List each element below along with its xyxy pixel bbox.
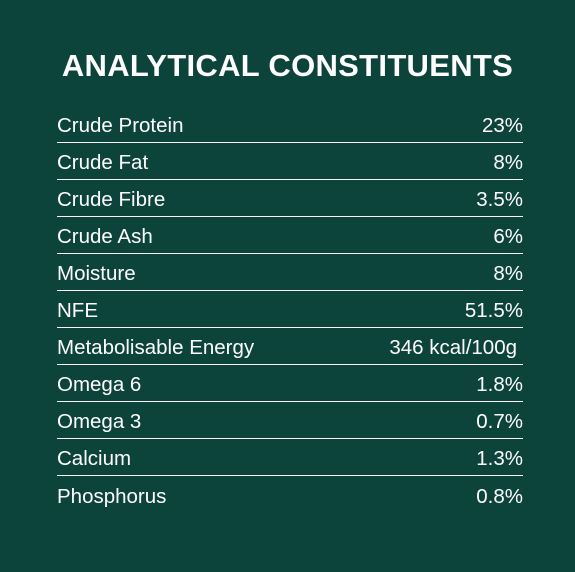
table-row: Crude Fat 8%	[57, 143, 523, 180]
row-label: Omega 6	[57, 373, 142, 396]
row-label: Phosphorus	[57, 485, 167, 508]
row-value: 51.5%	[464, 299, 523, 322]
row-value: 346 kcal/100g	[389, 336, 517, 359]
row-label: Calcium	[57, 447, 132, 470]
row-label: Crude Fibre	[57, 188, 166, 211]
table-row: Omega 3 0.7%	[57, 402, 523, 439]
row-label: Moisture	[57, 262, 136, 285]
table-row: Metabolisable Energy 346 kcal/100g	[57, 328, 523, 365]
table-row: Phosphorus 0.8%	[57, 476, 523, 513]
table-row: Crude Protein 23%	[57, 106, 523, 143]
row-value: 8%	[493, 262, 523, 285]
panel-title: ANALYTICAL CONSTITUENTS	[61, 48, 514, 83]
table-row: Calcium 1.3%	[57, 439, 523, 476]
table-row: Crude Ash 6%	[57, 217, 523, 254]
table-row: Crude Fibre 3.5%	[57, 180, 523, 217]
table-row: Omega 6 1.8%	[57, 365, 523, 402]
row-value: 8%	[493, 151, 523, 174]
constituents-table: Crude Protein 23% Crude Fat 8% Crude Fib…	[57, 106, 523, 513]
row-value: 0.8%	[476, 485, 523, 508]
row-label: Crude Fat	[57, 151, 149, 174]
row-label: Metabolisable Energy	[57, 336, 255, 359]
row-label: Omega 3	[57, 410, 142, 433]
row-value: 1.3%	[476, 447, 523, 470]
row-label: Crude Ash	[57, 225, 153, 248]
row-value: 0.7%	[476, 410, 523, 433]
row-label: Crude Protein	[57, 114, 184, 137]
table-row: Moisture 8%	[57, 254, 523, 291]
row-value: 23%	[481, 114, 523, 137]
row-value: 3.5%	[476, 188, 523, 211]
row-value: 1.8%	[476, 373, 523, 396]
row-label: NFE	[57, 299, 98, 322]
table-row: NFE 51.5%	[57, 291, 523, 328]
row-value: 6%	[493, 225, 523, 248]
